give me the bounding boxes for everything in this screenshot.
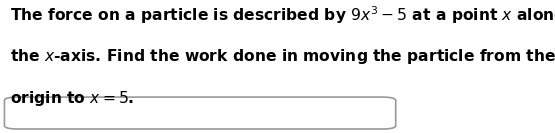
Text: the $x$-axis. Find the work done in moving the particle from the: the $x$-axis. Find the work done in movi… — [10, 47, 555, 66]
FancyBboxPatch shape — [4, 97, 396, 129]
Text: The force on a particle is described by $9x^3 - 5$ at a point $x$ along: The force on a particle is described by … — [10, 4, 555, 26]
Text: origin to $x = 5$.: origin to $x = 5$. — [10, 89, 134, 108]
